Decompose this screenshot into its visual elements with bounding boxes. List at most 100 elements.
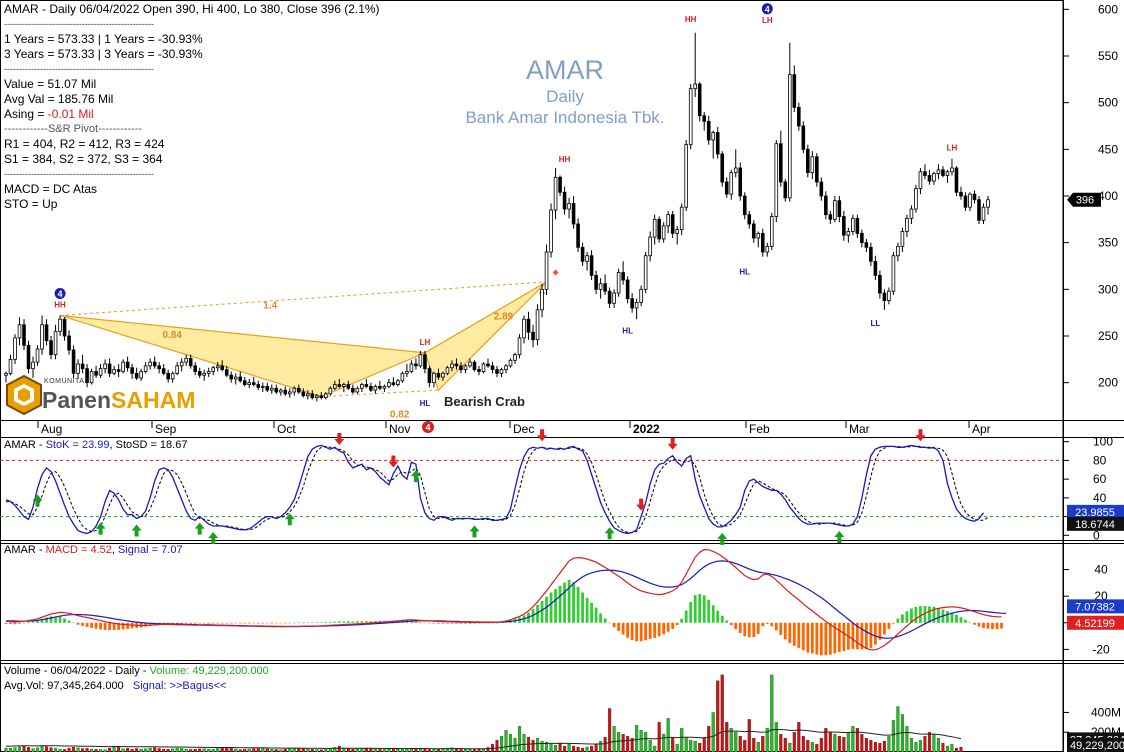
stosd-last-value: 18.6744 xyxy=(1075,519,1115,531)
price-tick-label: 400 xyxy=(1098,189,1118,203)
stoch-tick-label: 100 xyxy=(1093,435,1113,449)
candle-body xyxy=(738,167,743,197)
macd-histogram-bar xyxy=(306,622,310,624)
macd-histogram-bar xyxy=(991,622,994,630)
month-label: Sep xyxy=(155,422,177,436)
candle-body xyxy=(963,195,968,208)
candle-body xyxy=(612,292,616,304)
volume-tick-label: 400M xyxy=(1091,705,1121,719)
price-tick-label: 350 xyxy=(1098,236,1118,250)
macd-histogram-bar xyxy=(639,622,643,642)
candle-body xyxy=(639,288,643,303)
volume-bar xyxy=(328,748,332,752)
volume-bar xyxy=(734,732,738,752)
volume-bar xyxy=(648,739,652,752)
candle-body xyxy=(333,384,337,389)
month-label: Nov xyxy=(389,422,410,436)
macd-histogram-bar xyxy=(270,622,274,624)
price-tick-label: 600 xyxy=(1098,2,1118,16)
volume-value: Volume: 49,229,200.000 xyxy=(149,665,269,677)
macd-histogram-bar xyxy=(355,621,359,623)
volume-bar xyxy=(360,748,364,752)
volume-bar xyxy=(189,749,193,752)
volume-bar xyxy=(905,726,909,752)
candle-body xyxy=(580,246,585,262)
macd-histogram-bar xyxy=(738,622,742,633)
volume-bar xyxy=(337,745,341,752)
candle-body xyxy=(837,200,842,217)
macd-histogram-bar xyxy=(828,622,832,655)
info-line: Avg Val = 185.76 Mil xyxy=(4,92,114,106)
logo-small-text: KOMUNITAS xyxy=(44,378,90,385)
macd-histogram-bar xyxy=(369,621,373,623)
month-label: Dec xyxy=(513,422,534,436)
month-label: 2022 xyxy=(633,422,660,436)
macd-histogram-bar xyxy=(783,622,787,640)
macd-histogram-bar xyxy=(207,622,211,624)
macd-histogram-bar xyxy=(337,621,341,623)
macd-title: AMAR - MACD = 4.52, Signal = 7.07 xyxy=(4,544,183,556)
volume-last-tag xyxy=(1067,738,1124,752)
signal-last-value: 7.07382 xyxy=(1075,601,1115,613)
candle-body xyxy=(810,156,815,174)
candle-body xyxy=(783,181,788,199)
stochastic-panel xyxy=(0,429,1063,545)
macd-histogram-bar xyxy=(995,622,999,630)
fib-ratio-label: 0.84 xyxy=(162,330,182,341)
macd-histogram-bar xyxy=(342,621,346,623)
macd-histogram-bar xyxy=(955,614,958,623)
candle-body xyxy=(553,176,558,211)
candle-body xyxy=(468,361,472,367)
macd-histogram-bar xyxy=(419,622,422,623)
volume-bar xyxy=(927,732,931,752)
candle-body xyxy=(80,363,85,370)
macd-histogram-bar xyxy=(319,622,323,623)
macd-histogram-bar xyxy=(121,622,125,630)
volume-bar xyxy=(891,720,895,752)
macd-histogram-bar xyxy=(878,622,882,640)
candle-body xyxy=(98,368,103,376)
macd-histogram-bar xyxy=(792,622,796,646)
volume-bar xyxy=(693,740,697,752)
signal-label: Signal = 7.07 xyxy=(118,544,183,556)
candle-body xyxy=(378,385,382,389)
volume-bar xyxy=(315,749,319,752)
macd-histogram-bar xyxy=(193,622,197,624)
macd-histogram-bar xyxy=(905,611,909,623)
volume-bar xyxy=(382,749,386,752)
volume-bar xyxy=(468,749,472,752)
macd-histogram-bar xyxy=(446,622,449,624)
volume-bar xyxy=(225,747,229,752)
candle-body xyxy=(396,380,400,385)
candle-body xyxy=(909,208,914,219)
macd-histogram-bar xyxy=(702,595,706,623)
pattern-name: Bearish Crab xyxy=(444,394,525,409)
logo-part2: SAHAM xyxy=(111,387,196,413)
candle-body xyxy=(161,368,166,374)
candle-body xyxy=(148,361,152,367)
candle-body xyxy=(986,199,990,208)
swing-label: HL xyxy=(420,399,431,408)
macd-histogram-bar xyxy=(864,622,868,650)
macd-histogram-bar xyxy=(373,621,377,623)
volume-bar xyxy=(4,747,8,752)
macd-histogram-bar xyxy=(892,622,895,624)
candle-body xyxy=(369,385,373,391)
volume-bar xyxy=(63,749,67,752)
macd-last-tag xyxy=(1067,615,1124,630)
volume-bar xyxy=(40,745,44,752)
volume-bar xyxy=(508,734,513,752)
macd-histogram-bar xyxy=(288,622,292,624)
stok-last-tag xyxy=(1067,504,1124,519)
candle-body xyxy=(778,143,783,183)
volume-bar xyxy=(815,743,819,752)
candle-body xyxy=(598,283,603,290)
volume-bar xyxy=(405,748,409,752)
candle-body xyxy=(950,167,954,173)
candle-body xyxy=(224,369,229,376)
volume-bar xyxy=(779,734,783,752)
volume-bar xyxy=(81,748,85,752)
candle-body xyxy=(792,74,797,108)
wave-badge-number: 4 xyxy=(58,289,63,299)
